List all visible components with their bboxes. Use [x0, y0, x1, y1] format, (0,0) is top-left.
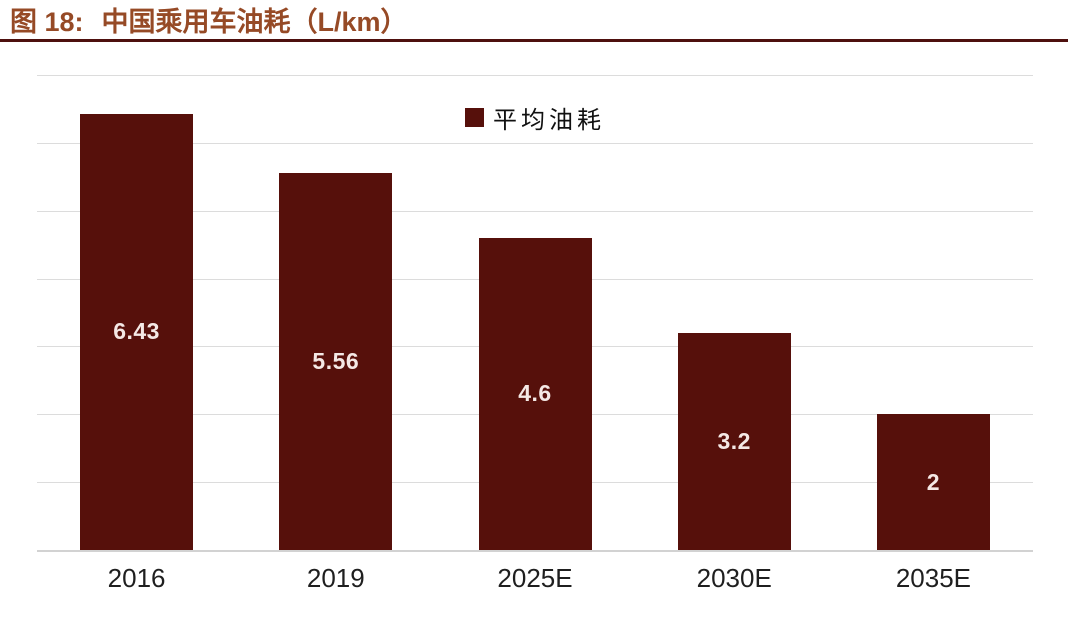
bar-value-label: 6.43 [113, 318, 160, 345]
figure-number-label: 图 18: [10, 7, 84, 37]
bar-slot-2019: 5.56 [236, 75, 435, 550]
bar-2016: 6.43 [80, 113, 194, 550]
bar-2030E: 3.2 [677, 332, 791, 550]
bar-value-label: 5.56 [312, 347, 360, 374]
bar-slot-2025E: 4.6 [435, 75, 634, 550]
bar-slot-2016: 6.43 [37, 75, 236, 550]
figure-header: 图 18: 中国乘用车油耗（L/km） [10, 6, 408, 38]
x-tick-label-2030E: 2030E [696, 563, 772, 593]
gridline [37, 142, 1033, 144]
bar-2019: 5.56 [279, 172, 393, 550]
bar-value-label: 4.6 [518, 380, 552, 407]
chart-plot-area: 6.43 5.56 4.6 3.2 2 [37, 75, 1033, 552]
bar-2025E: 4.6 [478, 237, 592, 550]
bar-2035E: 2 [876, 414, 990, 550]
x-tick-label-2016: 2016 [107, 563, 166, 593]
x-axis-tick-labels: 2016 2019 2025E 2030E 2035E [37, 552, 1033, 594]
title-rule [0, 39, 1068, 42]
bar-series: 6.43 5.56 4.6 3.2 2 [37, 75, 1033, 550]
x-tick-label-2035E: 2035E [895, 563, 971, 593]
gridline [37, 210, 1033, 212]
bar-slot-2030E: 3.2 [635, 75, 834, 550]
gridline [37, 75, 1033, 76]
bar-value-label: 3.2 [717, 427, 751, 454]
bar-slot-2035E: 2 [834, 75, 1033, 550]
x-tick-label-2019: 2019 [306, 563, 365, 593]
bar-value-label: 2 [926, 468, 941, 495]
figure-title: 中国乘用车油耗（L/km） [101, 7, 408, 37]
x-tick-label-2025E: 2025E [497, 563, 573, 593]
